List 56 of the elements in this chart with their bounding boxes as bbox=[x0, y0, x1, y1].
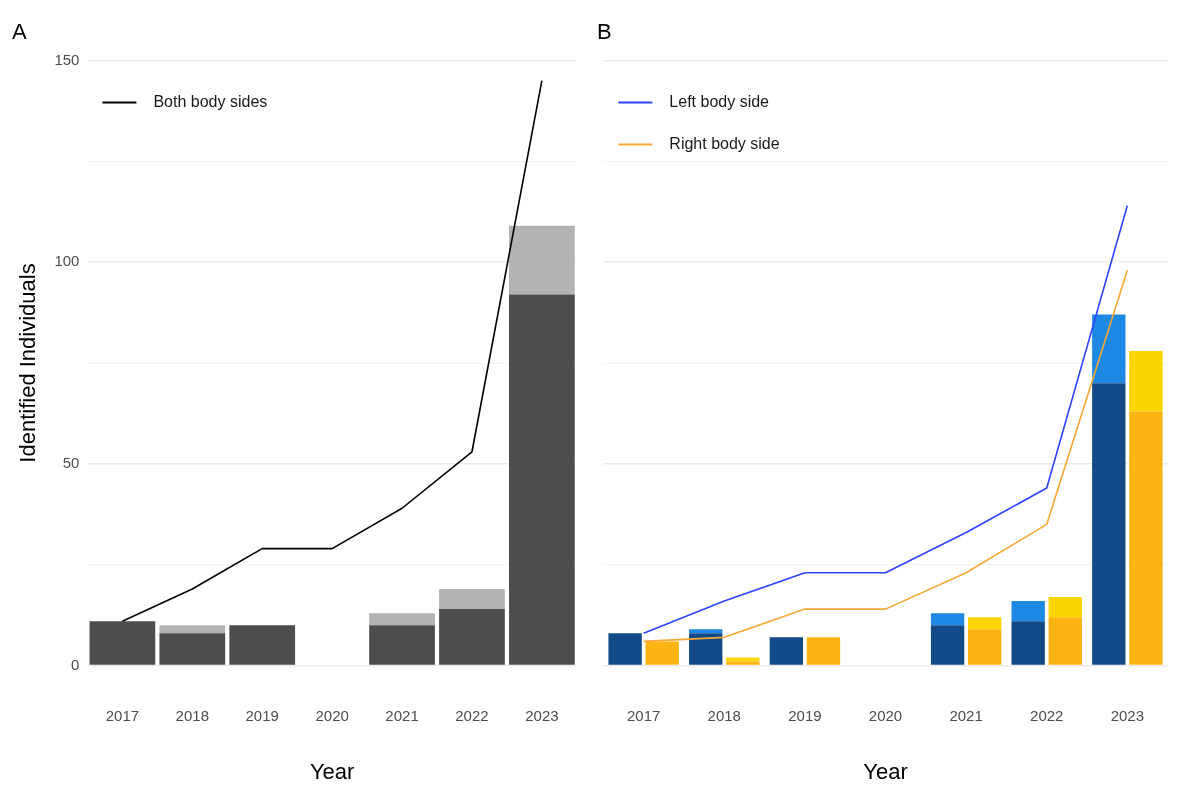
x-tick-label: 2023 bbox=[1110, 706, 1145, 724]
x-tick-label: 2021 bbox=[385, 706, 419, 724]
y-tick-label: 0 bbox=[71, 655, 80, 673]
legend-label: Right body side bbox=[669, 134, 780, 152]
x-tick-label: 2021 bbox=[949, 706, 983, 724]
bar bbox=[509, 294, 575, 665]
legend-label: Left body side bbox=[669, 92, 770, 110]
y-tick-label: 50 bbox=[62, 454, 80, 472]
bar bbox=[1048, 597, 1082, 618]
x-axis-title: Year bbox=[309, 758, 355, 784]
bar bbox=[1011, 601, 1045, 622]
x-tick-label: 2017 bbox=[105, 706, 140, 724]
bar bbox=[689, 633, 723, 665]
bar bbox=[1129, 350, 1163, 412]
x-tick-label: 2019 bbox=[245, 706, 279, 724]
bar bbox=[159, 625, 226, 634]
bar bbox=[930, 613, 965, 626]
x-tick-label: 2022 bbox=[455, 706, 489, 724]
bar bbox=[1092, 383, 1126, 665]
x-tick-label: 2020 bbox=[315, 706, 349, 724]
bar bbox=[726, 657, 760, 662]
bar bbox=[509, 225, 575, 295]
legend-label: Both body sides bbox=[153, 92, 268, 110]
bar bbox=[967, 629, 1002, 665]
x-tick-label: 2017 bbox=[626, 706, 661, 724]
x-tick-label: 2023 bbox=[525, 706, 559, 724]
x-tick-label: 2019 bbox=[788, 706, 822, 724]
x-tick-label: 2018 bbox=[707, 706, 741, 724]
bar bbox=[159, 633, 226, 665]
bar bbox=[89, 621, 156, 665]
bar bbox=[769, 637, 804, 665]
bar bbox=[1011, 621, 1045, 665]
bar bbox=[229, 625, 296, 665]
bar bbox=[1048, 617, 1082, 665]
bar bbox=[689, 629, 723, 634]
bar bbox=[806, 637, 841, 665]
bar bbox=[439, 609, 505, 665]
bar bbox=[930, 625, 965, 665]
bar bbox=[726, 661, 760, 665]
bar bbox=[369, 613, 435, 626]
chart-title: A bbox=[12, 19, 27, 45]
y-axis-title: Identified Individuals bbox=[15, 263, 41, 463]
bar bbox=[1129, 411, 1163, 665]
y-tick-label: 100 bbox=[54, 252, 80, 270]
x-tick-label: 2020 bbox=[868, 706, 903, 724]
bar bbox=[439, 588, 505, 610]
bar bbox=[967, 617, 1002, 630]
chart-title: B bbox=[597, 19, 612, 45]
bar bbox=[1092, 314, 1126, 384]
bar bbox=[369, 625, 435, 665]
x-tick-label: 2018 bbox=[175, 706, 209, 724]
y-tick-label: 150 bbox=[54, 50, 80, 68]
x-tick-label: 2022 bbox=[1030, 706, 1064, 724]
bar bbox=[645, 641, 679, 665]
bar bbox=[608, 633, 642, 665]
x-axis-title: Year bbox=[863, 758, 908, 784]
